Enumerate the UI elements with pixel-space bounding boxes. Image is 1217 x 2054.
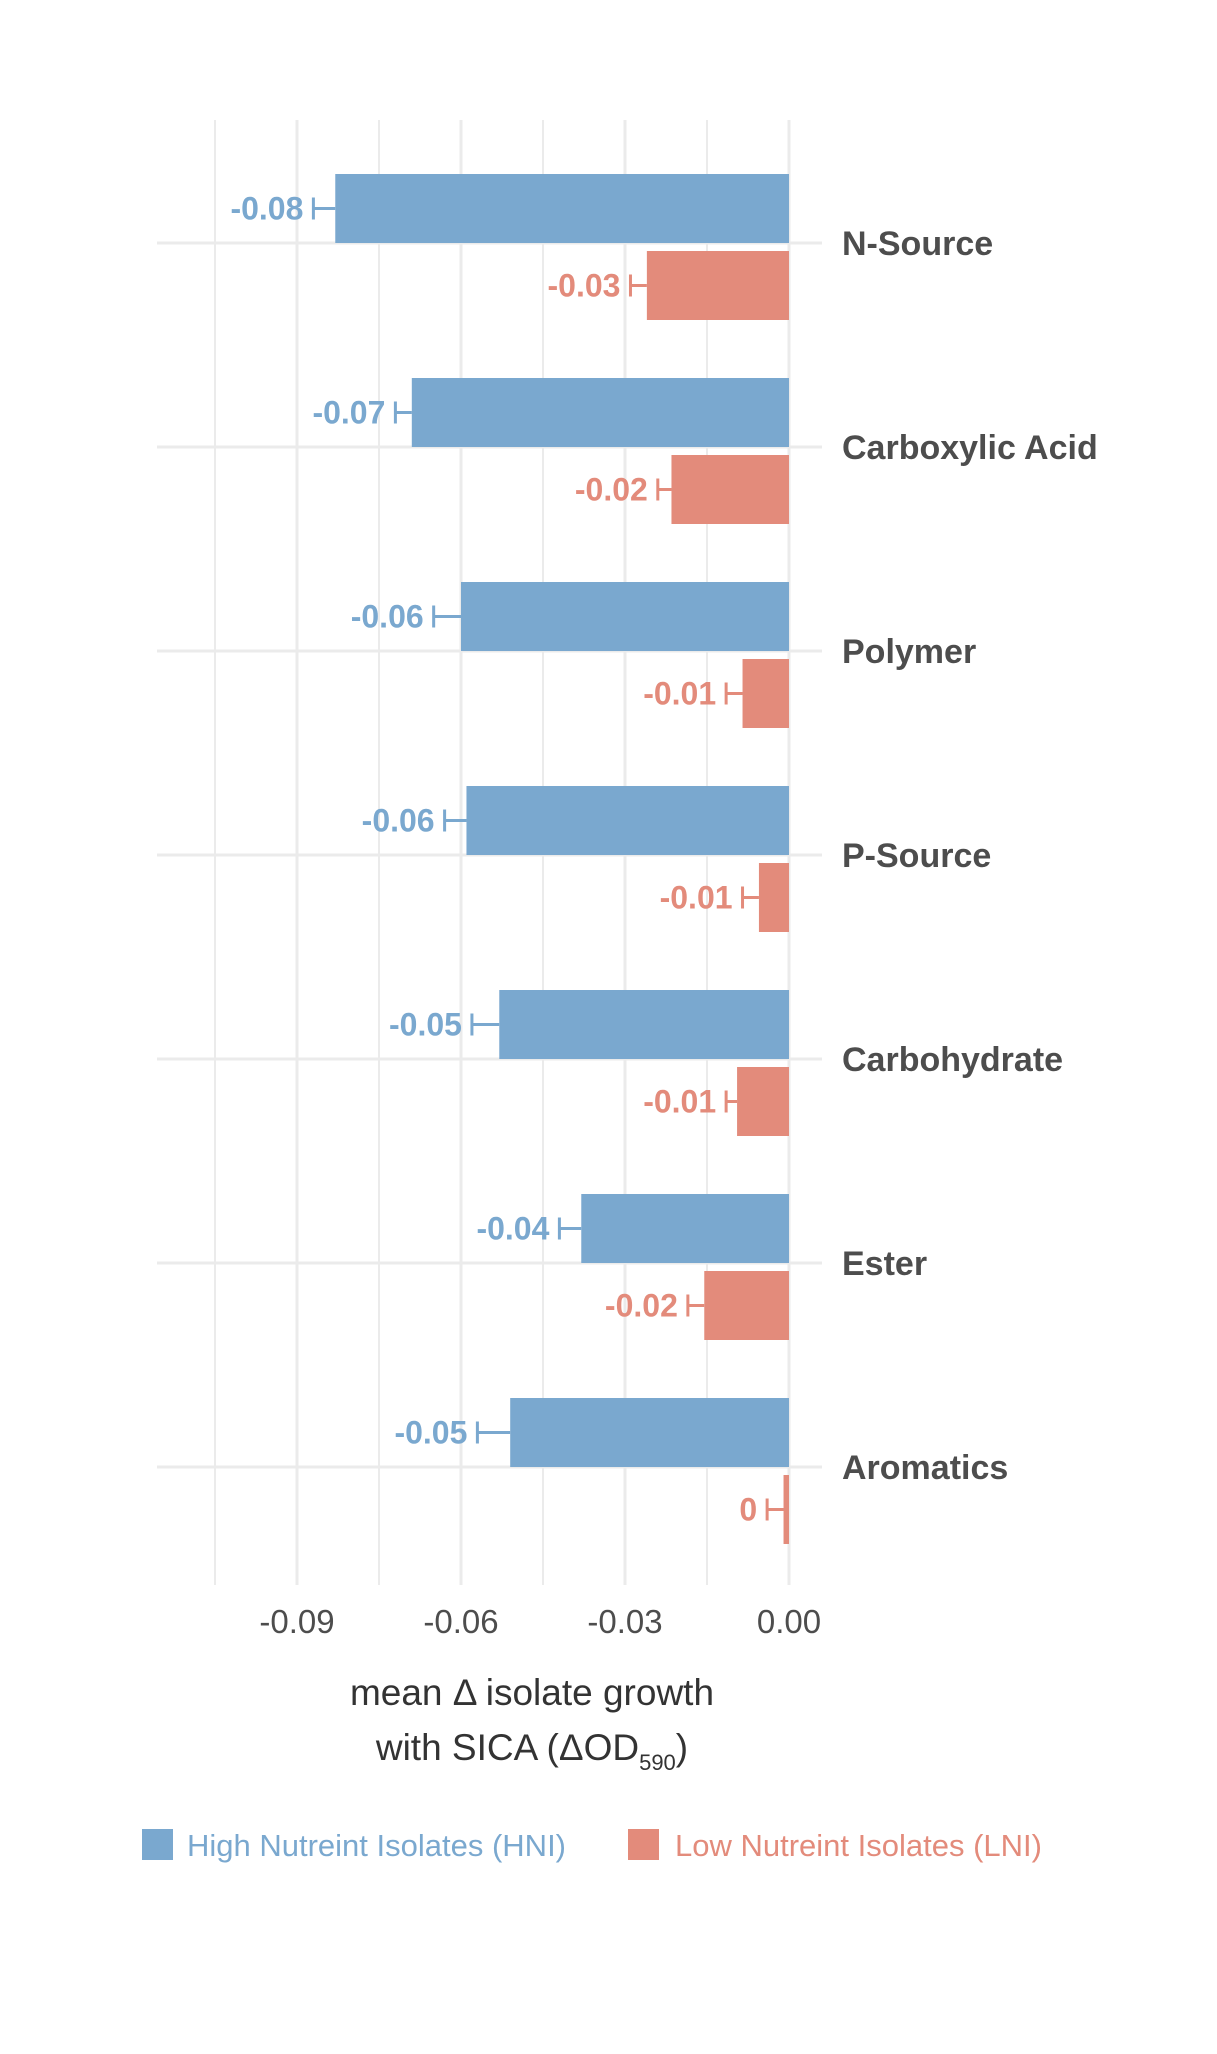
category-label: Carboxylic Acid: [842, 429, 1098, 467]
x-axis-title-line1: mean Δ isolate growth: [350, 1672, 714, 1713]
bar: [758, 863, 789, 932]
data-label: -0.06: [362, 803, 435, 839]
bar: [411, 378, 789, 447]
data-label: -0.02: [575, 472, 648, 508]
data-label: -0.01: [660, 880, 733, 916]
data-label: -0.01: [643, 676, 716, 712]
bar: [581, 1194, 789, 1263]
data-label: -0.05: [389, 1007, 462, 1043]
x-tick-label: -0.06: [423, 1603, 498, 1640]
x-axis-title-subscript: 590: [639, 1750, 676, 1775]
x-tick-label: 0.00: [757, 1603, 821, 1640]
bar: [466, 786, 789, 855]
bar: [737, 1067, 789, 1136]
bar: [704, 1271, 789, 1340]
category-label: Ester: [842, 1245, 927, 1283]
x-axis-title: mean Δ isolate growth with SICA (ΔOD590): [350, 1672, 714, 1775]
bars-layer: [311, 174, 789, 1544]
x-axis: -0.09 -0.06 -0.03 0.00: [259, 1603, 821, 1640]
data-label: -0.03: [548, 268, 621, 304]
data-label: -0.01: [643, 1084, 716, 1120]
category-label: Polymer: [842, 633, 976, 671]
bar: [742, 659, 789, 728]
category-label: Aromatics: [842, 1449, 1008, 1487]
bar: [646, 251, 789, 320]
bar: [671, 455, 789, 524]
category-label: N-Source: [842, 225, 993, 263]
x-axis-title-prefix: with SICA (ΔOD: [375, 1727, 639, 1768]
data-label: -0.05: [394, 1415, 467, 1451]
data-label: -0.08: [230, 191, 303, 227]
bar: [499, 990, 789, 1059]
bar: [461, 582, 789, 651]
legend-swatch-lni: [628, 1829, 659, 1860]
bar: [783, 1475, 789, 1544]
data-label: -0.06: [351, 599, 424, 635]
x-tick-label: -0.03: [587, 1603, 662, 1640]
data-label: -0.02: [605, 1288, 678, 1324]
x-tick-label: -0.09: [259, 1603, 334, 1640]
data-label: 0: [739, 1492, 757, 1528]
legend-label-hni: High Nutreint Isolates (HNI): [187, 1828, 566, 1863]
x-axis-title-suffix: ): [676, 1727, 688, 1768]
data-label: -0.07: [312, 395, 385, 431]
legend: High Nutreint Isolates (HNI) Low Nutrein…: [142, 1828, 1042, 1863]
legend-swatch-hni: [142, 1829, 173, 1860]
bar: [335, 174, 789, 243]
bar: [510, 1398, 789, 1467]
labels-layer: -0.08 -0.03 N-Source -0.07 -0.02 Carboxylic A…: [230, 191, 1097, 1528]
data-label: -0.04: [476, 1211, 549, 1247]
x-axis-title-line2: with SICA (ΔOD590): [375, 1727, 688, 1775]
category-label: P-Source: [842, 837, 991, 875]
legend-label-lni: Low Nutreint Isolates (LNI): [675, 1828, 1042, 1863]
category-label: Carbohydrate: [842, 1041, 1063, 1079]
